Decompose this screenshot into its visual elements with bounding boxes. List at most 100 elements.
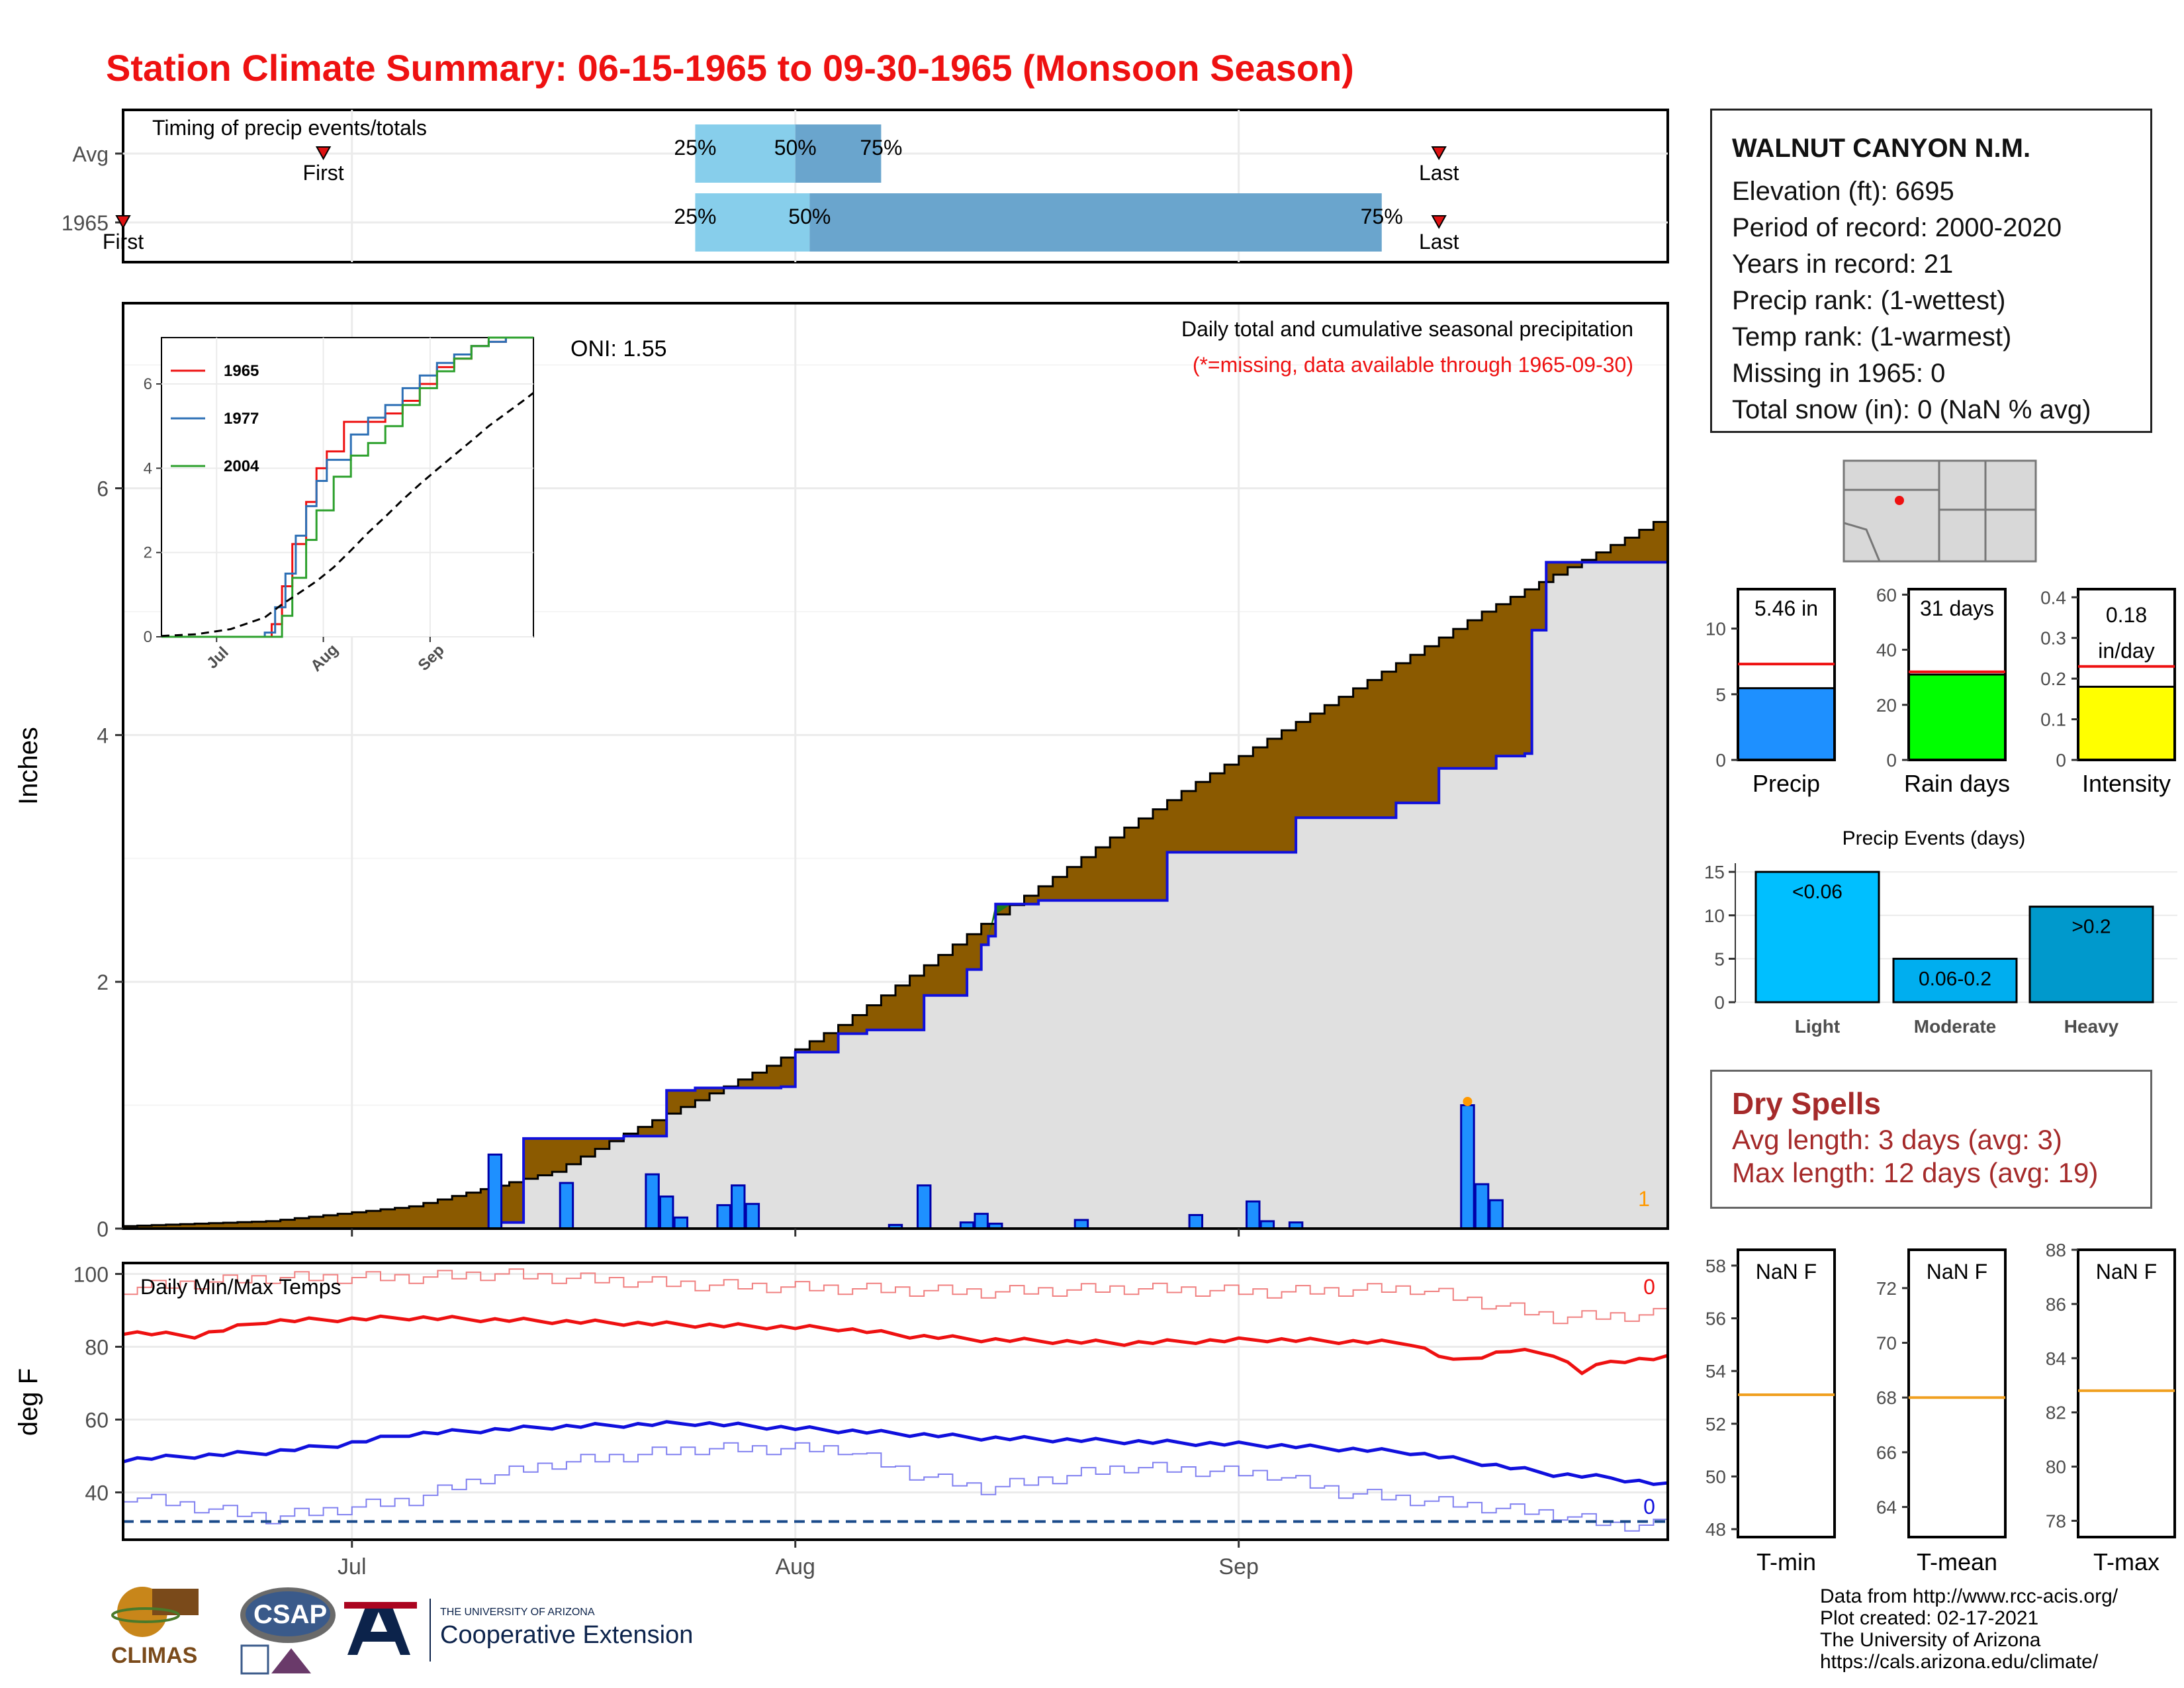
temps-xtick-label-0: Jul <box>338 1554 366 1579</box>
credits: Data from http://www.rcc-acis.org/ Plot … <box>1820 1585 2118 1673</box>
inset-frame <box>161 337 534 637</box>
timing-label-p75-1: 75% <box>1361 205 1403 228</box>
tsum-value-label-1: NaN F <box>1927 1260 1987 1284</box>
events-bar-2 <box>2028 906 2154 1004</box>
events-title: Precip Events (days) <box>1843 827 2026 849</box>
tsum-ytick-label-0-2: 52 <box>1706 1414 1726 1434</box>
events-ytick-label-1: 5 <box>1714 949 1725 969</box>
events-ytick-label-3: 15 <box>1704 862 1725 882</box>
precip-daily-bar-14 <box>1188 1213 1204 1230</box>
station-temp-rank: Temp rank: (1-warmest) <box>1732 322 2012 352</box>
precip-ytick-label-0: 0 <box>97 1217 109 1241</box>
temps-xtick-label-2: Sep <box>1218 1554 1259 1579</box>
tsum-category-label-1: T-mean <box>1917 1548 1997 1575</box>
locator-map <box>1843 459 2037 563</box>
csap-logo-text: CSAP <box>253 1600 327 1629</box>
tsum-ytick-label-2-2: 82 <box>2046 1403 2066 1423</box>
summary-category-label-0: Precip <box>1752 770 1820 797</box>
station-period: Period of record: 2000-2020 <box>1732 213 2062 242</box>
csap-logo: CSAP <box>240 1587 336 1675</box>
precip-missing-note: (*=missing, data available through 1965-… <box>1193 353 1633 377</box>
tsum-ytick-label-1-2: 68 <box>1876 1387 1897 1408</box>
summary-bar-2 <box>2077 685 2176 761</box>
timing-label-p25-1: 25% <box>674 205 716 228</box>
summary-value-label-0: 5.46 in <box>1754 596 1818 620</box>
station-location-marker <box>1895 496 1904 505</box>
timing-row-label-0: Avg <box>72 142 109 166</box>
precip-ytick-label-3: 6 <box>97 477 109 501</box>
precip-ytick-label-1: 2 <box>97 970 109 994</box>
temps-title: Daily Min/Max Temps <box>140 1275 341 1299</box>
precip-daily-bar-18 <box>1460 1104 1475 1230</box>
summary-frame-0 <box>1737 588 1836 761</box>
precip-daily-bar-5 <box>716 1204 731 1230</box>
dry-spells-max: Max length: 12 days (avg: 19) <box>1732 1157 2099 1188</box>
temps-ytick-label-1: 60 <box>85 1409 109 1432</box>
precip-daily-bar-11 <box>974 1213 989 1230</box>
summary-ytick-label-1-3: 60 <box>1876 585 1897 605</box>
events-category-label-0: Light <box>1795 1016 1840 1037</box>
dry-spells-box: Dry Spells Avg length: 3 days (avg: 3) M… <box>1710 1070 2152 1209</box>
tsum-category-label-2: T-max <box>2093 1548 2160 1575</box>
tsum-ytick-label-0-5: 58 <box>1706 1256 1726 1276</box>
precip-daily-bar-3 <box>659 1196 674 1230</box>
temps-max-count: 0 <box>1643 1275 1655 1299</box>
precip-oni-label: ONI: 1.55 <box>570 336 667 361</box>
temps-series-record-max <box>123 1268 1668 1325</box>
events-ytick-label-2: 10 <box>1704 906 1725 926</box>
summary-ytick-label-1-0: 0 <box>1886 750 1897 771</box>
precip-daily-bar-1 <box>559 1182 574 1230</box>
timing-bar-lower-0 <box>695 124 796 183</box>
inset-series-Avg <box>161 392 534 637</box>
timing-label-p50-1: 50% <box>788 205 831 228</box>
events-bar-0 <box>1754 870 1880 1004</box>
precip-daily-bar-19 <box>1474 1183 1490 1230</box>
summary-category-label-1: Rain days <box>1904 770 2010 797</box>
inset-ytick-label-2: 4 <box>144 459 152 477</box>
ua-logo-line2: Cooperative Extension <box>440 1621 693 1649</box>
timing-first-marker-0 <box>315 146 332 161</box>
timing-last-label-1: Last <box>1419 230 1459 254</box>
inset-ytick-label-3: 6 <box>144 375 152 393</box>
events-category-label-1: Moderate <box>1914 1016 1996 1037</box>
temps-ytick-label-3: 100 <box>73 1263 109 1287</box>
inset-ytick-label-1: 2 <box>144 544 152 562</box>
station-missing: Missing in 1965: 0 <box>1732 359 1946 388</box>
timing-bar-lower-1 <box>695 193 810 252</box>
timing-title: Timing of precip events/totals <box>152 116 427 140</box>
summary-ytick-label-1-1: 20 <box>1876 695 1897 716</box>
events-bar-label-0: <0.06 <box>1792 881 1843 903</box>
summary-ytick-label-0-2: 10 <box>1706 619 1726 639</box>
summary-ytick-label-1-2: 40 <box>1876 640 1897 661</box>
events-bar-1 <box>1892 957 2018 1004</box>
tsum-ytick-label-1-1: 66 <box>1876 1442 1897 1463</box>
temps-series-record-min <box>123 1442 1668 1532</box>
climas-logo-text: CLIMAS <box>111 1643 197 1668</box>
precip-chart: 0 2 4 6 Inches ONI: 1.55 Daily total and cumul… <box>14 302 1669 1241</box>
tsum-ytick-label-0-4: 56 <box>1706 1309 1726 1329</box>
inset-ytick-label-0: 0 <box>144 628 152 646</box>
tsum-value-label-2: NaN F <box>2096 1260 2157 1284</box>
station-snow: Total snow (in): 0 (NaN % avg) <box>1732 395 2091 424</box>
climas-logo: CLIMAS <box>111 1587 199 1668</box>
dry-spells-avg: Avg length: 3 days (avg: 3) <box>1732 1124 2062 1155</box>
summary-bar-1 <box>1907 673 2007 761</box>
temps-frame <box>122 1262 1669 1541</box>
tsum-ytick-label-1-4: 72 <box>1876 1278 1897 1299</box>
tsum-ytick-label-1-3: 70 <box>1876 1333 1897 1354</box>
station-precip-rank: Precip rank: (1-wettest) <box>1732 286 2006 315</box>
precip-daily-bar-2 <box>645 1173 660 1230</box>
summary-value-label-1: 31 days <box>1920 596 1994 620</box>
summary-ytick-label-2-4: 0.4 <box>2040 587 2066 608</box>
summary-value-label-2: 0.18 <box>2106 603 2147 627</box>
summary-ytick-label-0-0: 0 <box>1715 750 1726 771</box>
credit-url: https://cals.arizona.edu/climate/ <box>1820 1651 2099 1673</box>
summary-ytick-label-2-1: 0.1 <box>2040 710 2066 730</box>
tsum-ytick-label-2-3: 84 <box>2046 1348 2066 1369</box>
summary-frame-1 <box>1907 588 2007 761</box>
tsum-ytick-label-2-0: 78 <box>2046 1511 2066 1531</box>
tsum-ytick-label-0-1: 50 <box>1706 1466 1726 1487</box>
timing-bar-upper-0 <box>795 124 882 183</box>
ua-logo-line1: THE UNIVERSITY OF ARIZONA <box>440 1607 595 1618</box>
